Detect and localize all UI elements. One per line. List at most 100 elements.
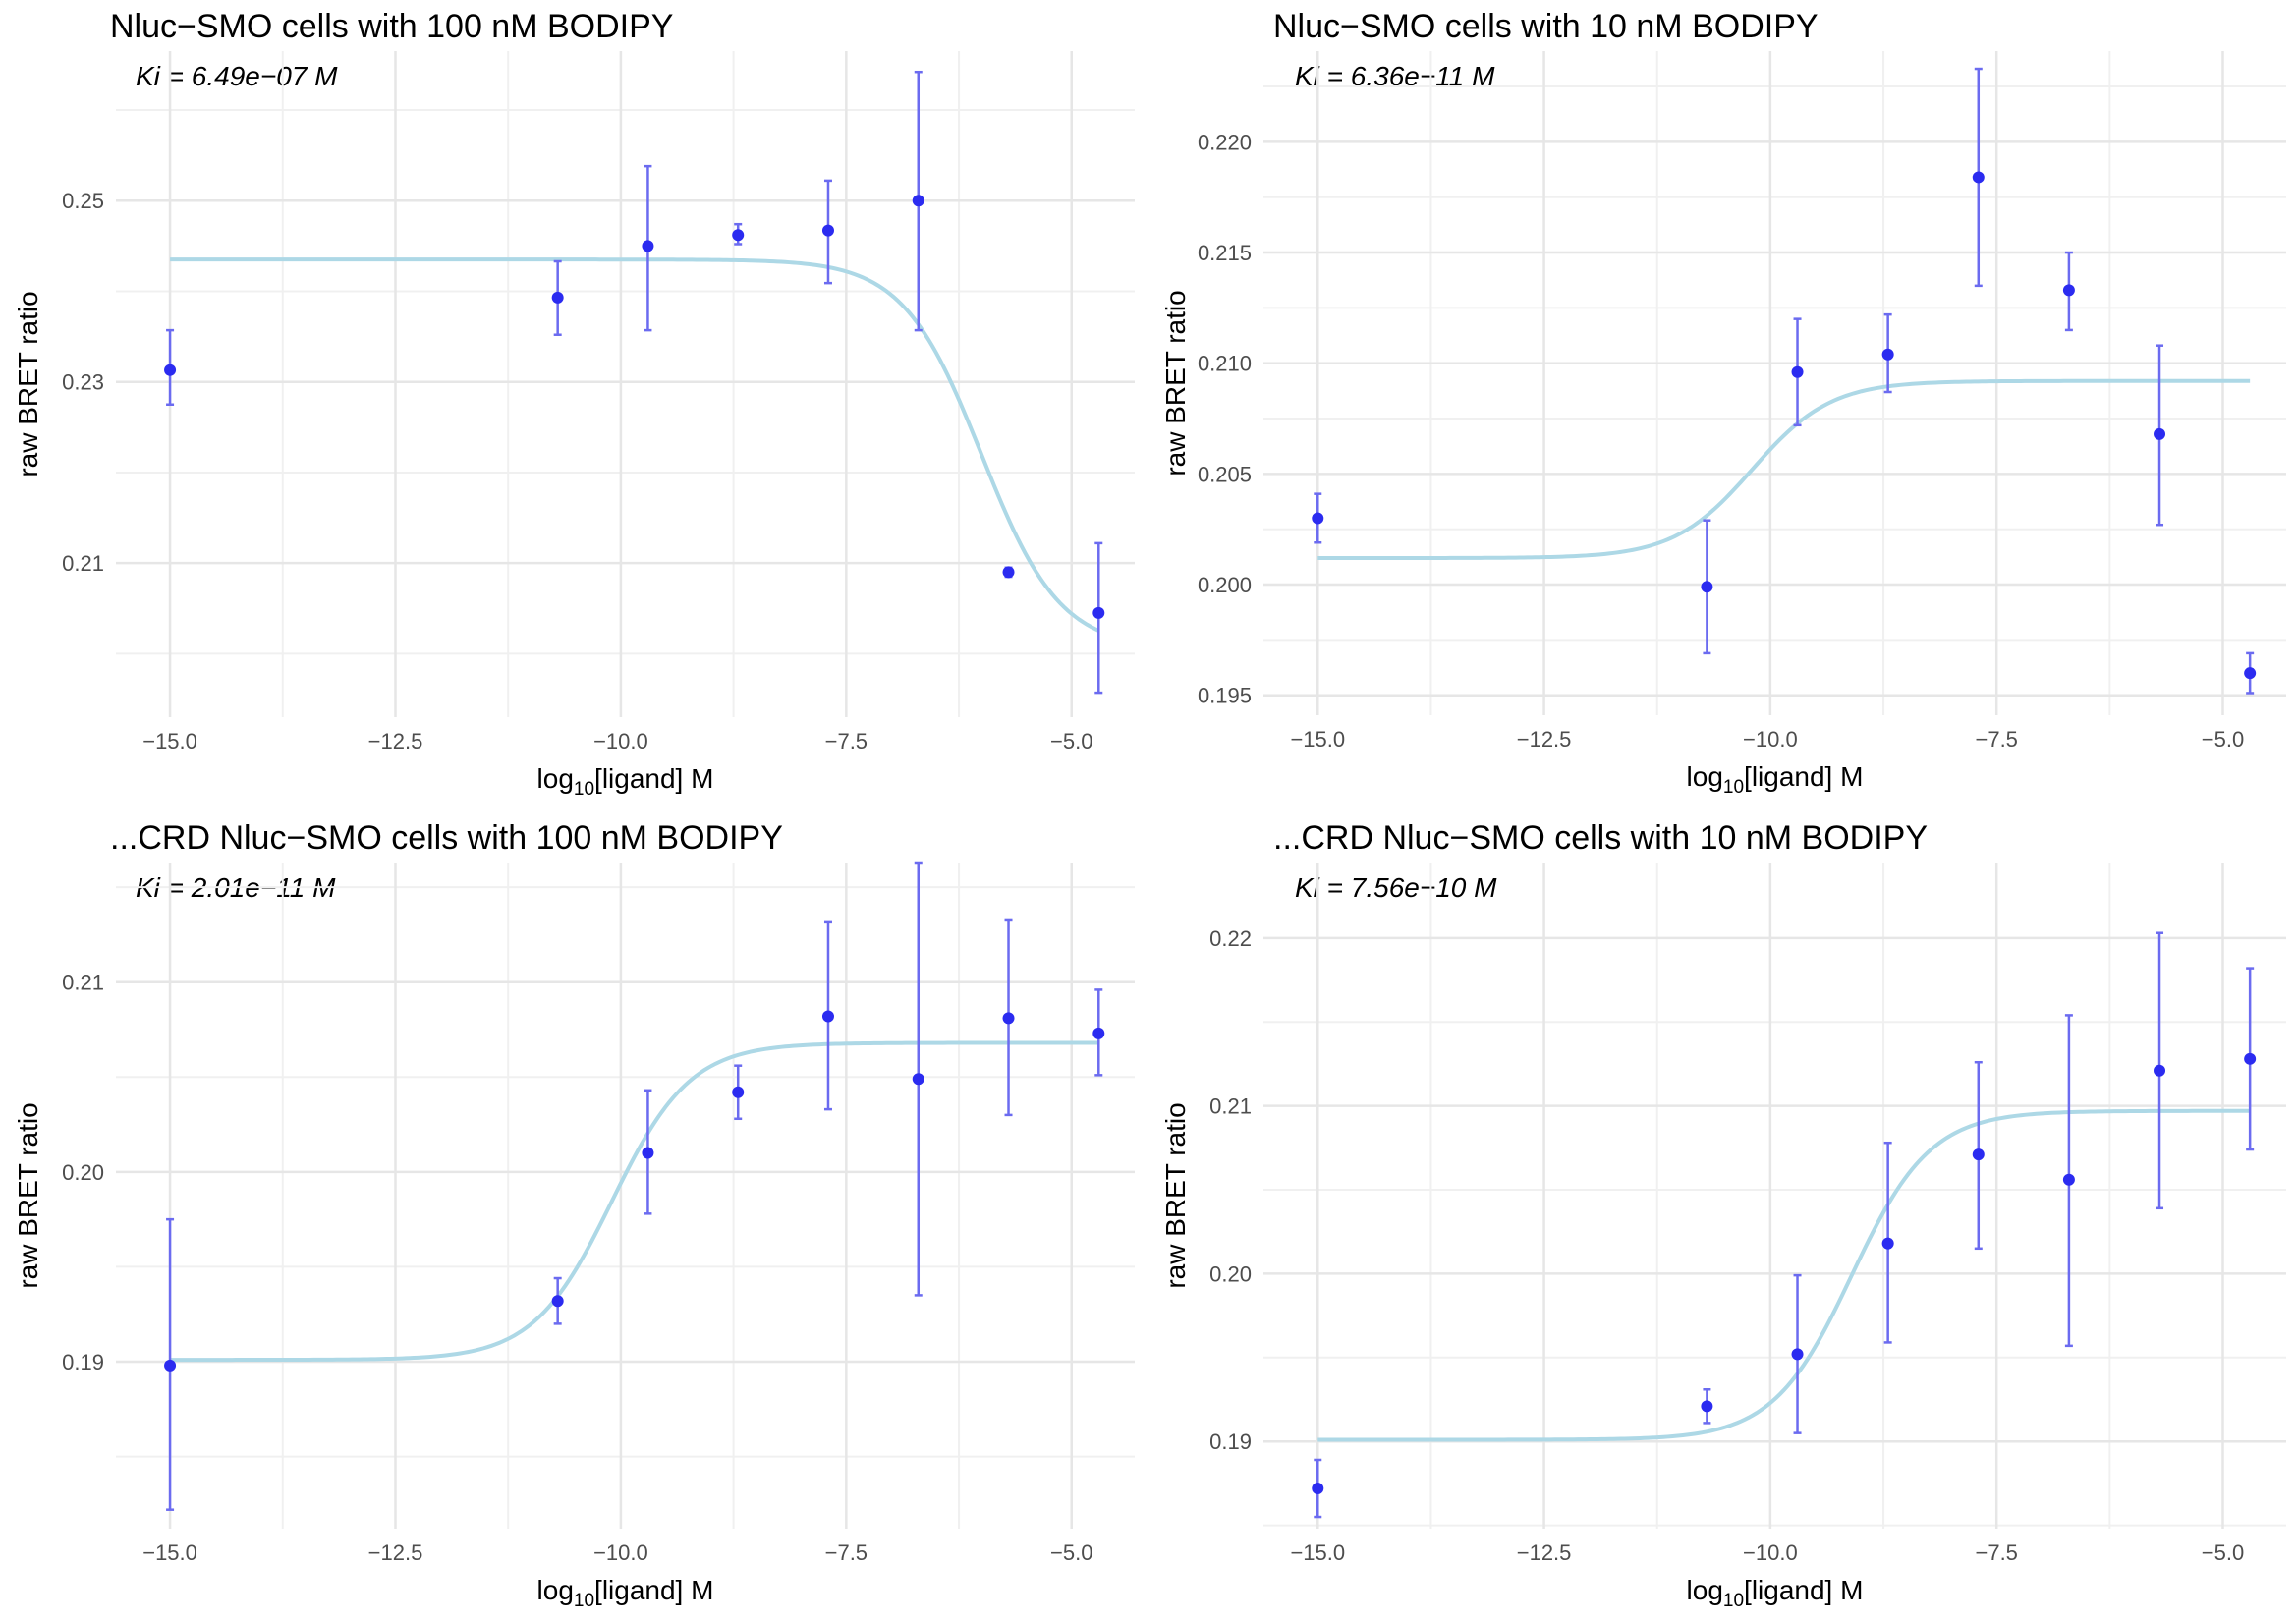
data-series [164, 70, 1105, 695]
y-axis-label: raw BRET ratio [13, 291, 43, 476]
data-point [1791, 365, 1804, 378]
x-tick-label: −12.5 [368, 729, 423, 754]
x-tick-label: −7.5 [825, 1540, 868, 1565]
y-tick-label: 0.195 [1198, 684, 1252, 708]
data-point [1881, 348, 1894, 361]
chart-panel-3: ...CRD Nluc−SMO cells with 100 nM BODIPY… [0, 812, 1148, 1623]
x-tick-label: −15.0 [142, 729, 197, 754]
data-point [732, 1086, 745, 1098]
fit-curve [1317, 1108, 2251, 1442]
x-tick-label: −7.5 [1975, 727, 2017, 752]
data-point [912, 195, 924, 207]
x-tick-label: −15.0 [142, 1540, 197, 1565]
data-point [2062, 284, 2075, 297]
y-axis-label: raw BRET ratio [13, 1102, 43, 1288]
x-tick-label: −15.0 [1290, 727, 1345, 752]
data-point [1972, 1148, 1985, 1161]
x-tick-label: −10.0 [593, 1540, 648, 1565]
data-point [164, 364, 177, 376]
grid [1263, 51, 2286, 715]
y-axis-label: raw BRET ratio [1160, 1102, 1191, 1288]
grid [116, 863, 1135, 1529]
tick-labels: −15.0 −12.5 −10.0 −7.5 −5.0 0.19 0.20 0.21 [62, 971, 1092, 1565]
data-point [1312, 512, 1324, 525]
data-point [1791, 1348, 1804, 1361]
chart-panel-1: Nluc−SMO cells with 100 nM BODIPY Ki = 6… [0, 0, 1148, 812]
y-tick-label: 0.21 [62, 551, 104, 576]
y-tick-label: 0.20 [62, 1160, 104, 1185]
data-point [1002, 1012, 1015, 1025]
data-point [2244, 667, 2257, 680]
y-tick-label: 0.220 [1198, 130, 1252, 154]
y-tick-label: 0.23 [62, 370, 104, 395]
tick-labels: −15.0 −12.5 −10.0 −7.5 −5.0 0.195 0.200 0.205 0.… [1198, 130, 2244, 752]
x-tick-label: −10.0 [1743, 727, 1798, 752]
x-tick-label: −5.0 [1050, 729, 1092, 754]
x-tick-label: −12.5 [1517, 727, 1572, 752]
chart-title: Nluc−SMO cells with 10 nM BODIPY [1273, 8, 1819, 45]
data-series [1312, 931, 2257, 1519]
data-point [1092, 606, 1105, 619]
x-axis-label: log10[ligand] M [537, 763, 714, 800]
y-tick-label: 0.19 [62, 1350, 104, 1374]
y-tick-label: 0.215 [1198, 241, 1252, 265]
chart-panel-2: Nluc−SMO cells with 10 nM BODIPY Ki = 6.… [1148, 0, 2295, 812]
data-point [2154, 427, 2166, 440]
plot-area: −15.0 −12.5 −10.0 −7.5 −5.0 0.195 0.200 0.205 0.… [1160, 51, 2286, 798]
data-point [1881, 1237, 1894, 1250]
grid [1263, 863, 2286, 1529]
chart-title: ...CRD Nluc−SMO cells with 100 nM BODIPY [110, 819, 783, 857]
data-point [642, 240, 654, 252]
y-tick-label: 0.25 [62, 189, 104, 213]
x-tick-label: −12.5 [368, 1540, 423, 1565]
data-point [2244, 1052, 2257, 1065]
data-series [1312, 67, 2257, 695]
data-point [164, 1359, 177, 1372]
data-point [1701, 1400, 1713, 1413]
x-axis-label: log10[ligand] M [1687, 761, 1864, 798]
data-point [912, 1073, 924, 1086]
y-axis-label: raw BRET ratio [1160, 290, 1191, 476]
data-point [551, 291, 564, 304]
data-series [164, 861, 1105, 1511]
ki-annotation: Ki = 7.56e−10 M [1295, 872, 1497, 903]
data-point [732, 229, 745, 242]
y-tick-label: 0.200 [1198, 573, 1252, 597]
data-point [551, 1295, 564, 1308]
y-tick-label: 0.19 [1209, 1429, 1252, 1454]
data-point [2154, 1064, 2166, 1077]
x-axis-label: log10[ligand] M [537, 1575, 714, 1611]
data-point [1701, 581, 1713, 593]
data-point [1002, 566, 1015, 579]
data-point [1092, 1027, 1105, 1039]
plot-area: −15.0 −12.5 −10.0 −7.5 −5.0 0.21 0.23 0.25 log10… [13, 51, 1135, 800]
data-point [821, 1010, 834, 1023]
y-tick-label: 0.21 [62, 971, 104, 995]
x-tick-label: −15.0 [1290, 1540, 1345, 1565]
data-point [1972, 171, 1985, 184]
y-tick-label: 0.20 [1209, 1261, 1252, 1286]
plot-area: −15.0 −12.5 −10.0 −7.5 −5.0 0.19 0.20 0.21 0.22 l… [1160, 863, 2286, 1611]
x-tick-label: −10.0 [593, 729, 648, 754]
tick-labels: −15.0 −12.5 −10.0 −7.5 −5.0 0.21 0.23 0.25 [62, 189, 1092, 754]
data-point [2062, 1173, 2075, 1186]
chart-panel-4: ...CRD Nluc−SMO cells with 10 nM BODIPY … [1148, 812, 2295, 1623]
fit-curve [1317, 378, 2251, 561]
tick-labels: −15.0 −12.5 −10.0 −7.5 −5.0 0.19 0.20 0.21 0.22 [1209, 926, 2244, 1565]
grid [116, 51, 1135, 717]
x-tick-label: −10.0 [1743, 1540, 1798, 1565]
data-point [1312, 1483, 1324, 1495]
fit-curve [170, 257, 1100, 633]
x-tick-label: −7.5 [825, 729, 868, 754]
x-tick-label: −12.5 [1517, 1540, 1572, 1565]
fit-curve [170, 1040, 1099, 1363]
chart-title: ...CRD Nluc−SMO cells with 10 nM BODIPY [1273, 819, 1929, 857]
x-tick-label: −5.0 [2202, 1540, 2244, 1565]
chart-title: Nluc−SMO cells with 100 nM BODIPY [110, 8, 674, 45]
x-tick-label: −5.0 [1050, 1540, 1092, 1565]
x-tick-label: −7.5 [1975, 1540, 2017, 1565]
y-tick-label: 0.205 [1198, 462, 1252, 486]
y-tick-label: 0.210 [1198, 352, 1252, 376]
plot-area: −15.0 −12.5 −10.0 −7.5 −5.0 0.19 0.20 0.21 log10… [13, 861, 1135, 1611]
